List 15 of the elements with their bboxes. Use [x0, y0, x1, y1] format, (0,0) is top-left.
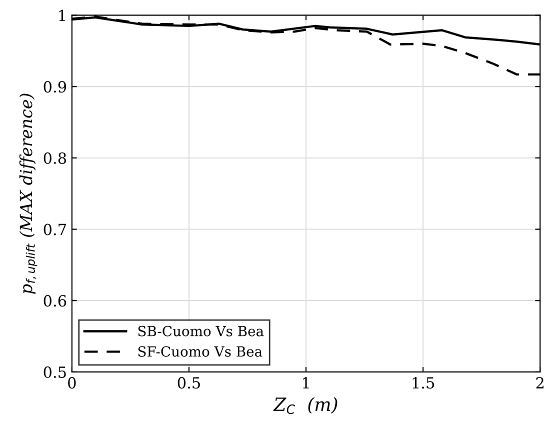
- y-tick-label: 0.8: [44, 152, 66, 164]
- x-tick-label: 0.5: [178, 377, 200, 389]
- y-tick-label: 0.6: [44, 295, 66, 307]
- y-axis-title: p$_{f,uplift}$ (MAX difference): [19, 94, 38, 294]
- y-tick-label: 0.5: [44, 366, 66, 378]
- y-tick-label: 0.7: [44, 224, 66, 236]
- y-tick-label: 1: [59, 10, 65, 22]
- legend-label: SB-Cuomo Vs Bea: [138, 326, 264, 336]
- legend-label: SF-Cuomo Vs Bea: [138, 346, 262, 357]
- x-tick-label: 1.5: [412, 377, 434, 389]
- x-tick-label: 2: [536, 377, 544, 388]
- x-axis-title: Z$_{C}$ (m): [273, 397, 338, 414]
- x-tick-label: 1: [303, 377, 309, 388]
- y-tick-label: 0.9: [44, 81, 66, 93]
- x-tick-label: 0: [68, 377, 76, 389]
